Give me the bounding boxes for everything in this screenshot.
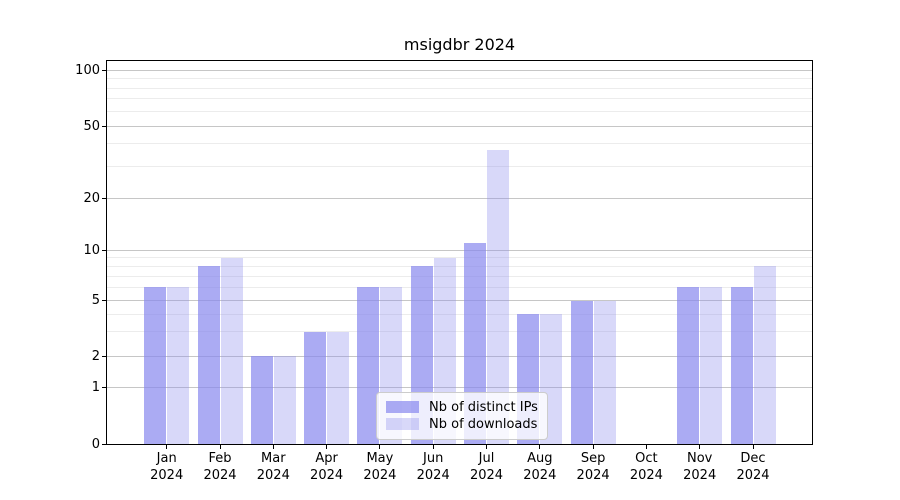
gridline-major: [107, 125, 812, 127]
x-tick-label-month: Oct: [635, 451, 658, 466]
x-tick-label-year: 2024: [310, 468, 344, 483]
legend-swatch-downloads-icon: [386, 418, 419, 430]
gridline-minor: [107, 313, 812, 315]
gridline-minor: [107, 331, 812, 333]
x-tick-label-year: 2024: [203, 468, 237, 483]
bar-distinct-ips: [357, 287, 380, 444]
x-tick-label-year: 2024: [736, 468, 770, 483]
gridline-major: [107, 300, 812, 302]
gridline-minor: [107, 98, 812, 100]
x-axis-tick-mark: [379, 445, 381, 449]
legend: Nb of distinct IPs Nb of downloads: [376, 392, 548, 440]
x-tick-label-month: Sep: [580, 451, 606, 466]
bar-distinct-ips: [677, 287, 700, 444]
x-axis-tick-mark: [592, 445, 594, 449]
legend-label-distinct-ips: Nb of distinct IPs: [429, 399, 538, 415]
bar-distinct-ips: [570, 300, 593, 444]
gridline-minor: [107, 165, 812, 167]
x-axis-tick-mark: [326, 445, 328, 449]
y-tick-label: 2: [91, 348, 100, 364]
bar-distinct-ips: [144, 287, 167, 444]
x-tick-label-month: Feb: [208, 451, 232, 466]
gridline-minor: [107, 286, 812, 288]
x-tick-label-year: 2024: [363, 468, 397, 483]
bar-downloads: [593, 300, 616, 444]
x-axis-tick-mark: [699, 445, 701, 449]
legend-item-distinct-ips: Nb of distinct IPs: [386, 399, 538, 415]
x-tick-label-year: 2024: [150, 468, 184, 483]
bar-downloads: [220, 257, 243, 444]
x-tick-label-month: Jan: [156, 451, 177, 466]
x-tick-label-year: 2024: [256, 468, 290, 483]
y-axis-tick-mark: [102, 355, 106, 357]
gridline-major: [107, 69, 812, 71]
plot-area: Nb of distinct IPs Nb of downloads: [106, 60, 813, 445]
x-tick-label-month: Jun: [423, 451, 444, 466]
gridline-minor: [107, 110, 812, 112]
x-tick-label-month: Aug: [527, 451, 553, 466]
gridline-major: [107, 197, 812, 199]
x-tick-label-year: 2024: [523, 468, 557, 483]
y-tick-label: 100: [75, 62, 100, 78]
x-axis-tick-mark: [645, 445, 647, 449]
x-tick-label-year: 2024: [629, 468, 663, 483]
y-tick-label: 20: [83, 190, 100, 206]
x-axis-tick-mark: [752, 445, 754, 449]
x-tick-label-month: Nov: [687, 451, 713, 466]
bar-downloads: [700, 287, 723, 444]
bar-downloads: [167, 287, 190, 444]
x-axis-tick-mark: [272, 445, 274, 449]
x-axis-tick-mark: [432, 445, 434, 449]
y-tick-label: 1: [91, 380, 100, 395]
chart-title: msigdbr 2024: [403, 35, 516, 54]
gridline-minor: [107, 143, 812, 145]
x-tick-label-month: Apr: [315, 451, 338, 466]
x-tick-label-month: Dec: [740, 451, 766, 466]
x-axis-tick-mark: [219, 445, 221, 449]
gridline-major: [107, 355, 812, 357]
gridline-minor: [107, 257, 812, 259]
x-tick-label-month: May: [366, 451, 394, 466]
x-axis-tick-mark: [166, 445, 168, 449]
gridline-major: [107, 387, 812, 388]
y-axis-tick-mark: [102, 387, 106, 388]
y-tick-label: 50: [83, 118, 100, 134]
gridline-major: [107, 249, 812, 251]
bar-distinct-ips: [730, 287, 753, 444]
x-tick-label-year: 2024: [469, 468, 504, 483]
bar-downloads: [487, 149, 509, 444]
bar-distinct-ips: [197, 266, 220, 444]
x-axis-tick-mark: [486, 445, 487, 449]
gridline-minor: [107, 275, 812, 277]
y-axis-tick-mark: [102, 69, 106, 71]
x-tick-label-month: Jul: [478, 451, 495, 466]
gridline-minor: [107, 78, 812, 79]
legend-label-downloads: Nb of downloads: [429, 416, 538, 432]
bar-downloads: [327, 331, 350, 444]
gridline-minor: [107, 87, 812, 89]
bar-downloads: [753, 266, 776, 444]
legend-item-downloads: Nb of downloads: [386, 416, 538, 432]
bar-downloads: [273, 356, 296, 444]
x-tick-label-month: Mar: [261, 451, 286, 466]
legend-swatch-distinct-ips-icon: [386, 401, 419, 413]
y-axis-tick-mark: [102, 249, 106, 251]
x-tick-label-year: 2024: [683, 468, 717, 483]
y-axis-tick-mark: [102, 197, 106, 199]
x-axis-tick-mark: [539, 445, 541, 449]
y-tick-label: 10: [83, 242, 100, 258]
y-axis-tick-mark: [102, 125, 106, 127]
gridline-minor: [107, 265, 812, 267]
x-tick-label-year: 2024: [576, 468, 610, 483]
y-tick-label: 5: [91, 293, 100, 309]
y-axis-tick-mark: [102, 443, 106, 445]
bar-distinct-ips: [304, 331, 327, 444]
y-axis-tick-mark: [102, 300, 106, 302]
y-tick-label: 0: [91, 436, 100, 452]
bar-distinct-ips: [250, 356, 273, 444]
x-tick-label-year: 2024: [416, 468, 450, 483]
